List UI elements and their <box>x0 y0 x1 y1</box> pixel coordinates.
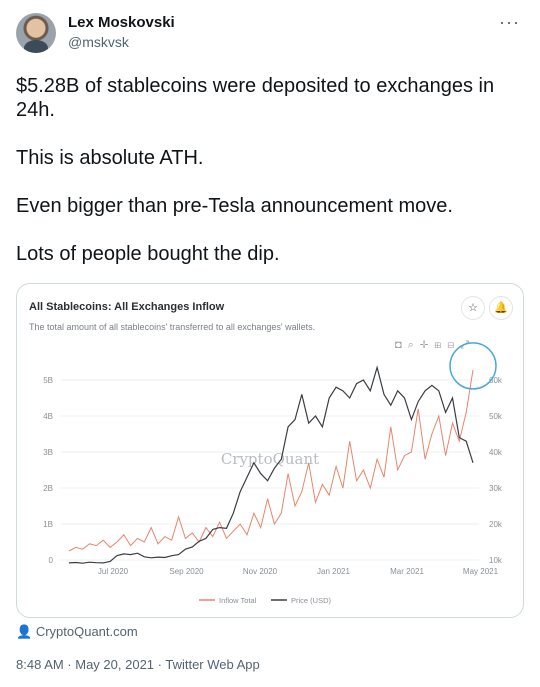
chart-title: All Stablecoins: All Exchanges Inflow <box>29 301 225 313</box>
star-icon[interactable]: ☆ <box>461 296 485 320</box>
user-name[interactable]: Lex Moskovski <box>68 14 175 31</box>
tweet-meta[interactable]: 8:48 AM · May 20, 2021 · Twitter Web App <box>16 657 260 672</box>
tweet-line: This is absolute ATH. <box>16 147 204 169</box>
chart: 0 1B 2B 3B 4B 5B 10k 20k 30k 40k 50k 60k Jul 2020 Sep… <box>43 342 503 605</box>
y-right-tick-label: 60k <box>489 376 503 385</box>
source-label: CryptoQuant.com <box>35 624 138 639</box>
y-right-tick-label: 50k <box>489 412 503 421</box>
legend-label-price: Price (USD) <box>291 596 332 605</box>
highlight-circle <box>449 342 497 390</box>
pan-icon[interactable]: ✛ <box>419 339 435 351</box>
y-right-tick-label: 20k <box>489 520 503 529</box>
chart-watermark: CryptoQuant <box>221 450 319 468</box>
chart-subtitle: The total amount of all stablecoins' tra… <box>29 322 316 332</box>
avatar[interactable] <box>16 13 56 53</box>
x-tick-label: Sep 2020 <box>169 567 204 576</box>
y-left-tick-label: 5B <box>43 376 53 385</box>
tweet-line: 24h. <box>16 99 55 121</box>
camera-icon[interactable]: ◘ <box>395 339 408 351</box>
y-left-tick-label: 0 <box>49 556 54 565</box>
zoom-in-icon[interactable]: ⊞ <box>434 339 448 351</box>
legend-label-inflow: Inflow Total <box>219 596 257 605</box>
x-tick-label: Jul 2020 <box>98 567 129 576</box>
x-tick-label: May 2021 <box>463 567 499 576</box>
y-left-tick-label: 3B <box>43 448 53 457</box>
x-tick-label: Mar 2021 <box>390 567 424 576</box>
chart-card[interactable]: All Stablecoins: All Exchanges Inflow Th… <box>16 283 524 618</box>
bell-icon[interactable]: 🔔 <box>489 296 513 320</box>
y-right-tick-label: 30k <box>489 484 503 493</box>
inflow-series-line <box>68 369 474 552</box>
y-left-tick-label: 4B <box>43 412 53 421</box>
zoom-icon[interactable]: ⌕ <box>407 339 420 351</box>
y-left-tick-label: 1B <box>43 520 53 529</box>
price-series-line <box>68 365 474 564</box>
more-options-icon[interactable]: ··· <box>499 12 520 32</box>
tweet-line: Lots of people bought the dip. <box>16 243 280 265</box>
tweet-line: $5.28B of stablecoins were deposited to … <box>16 75 495 97</box>
person-icon: 👤 <box>16 624 33 639</box>
y-left-tick-label: 2B <box>43 484 53 493</box>
zoom-out-icon[interactable]: ⊟ <box>447 339 461 351</box>
y-right-tick-label: 10k <box>489 556 503 565</box>
x-tick-label: Jan 2021 <box>317 567 350 576</box>
user-handle[interactable]: @mskvsk <box>68 34 129 50</box>
y-right-tick-label: 40k <box>489 448 503 457</box>
tweet-line: Even bigger than pre-Tesla announcement … <box>16 195 453 217</box>
x-tick-label: Nov 2020 <box>243 567 278 576</box>
card-source[interactable]: 👤 CryptoQuant.com <box>16 624 138 640</box>
